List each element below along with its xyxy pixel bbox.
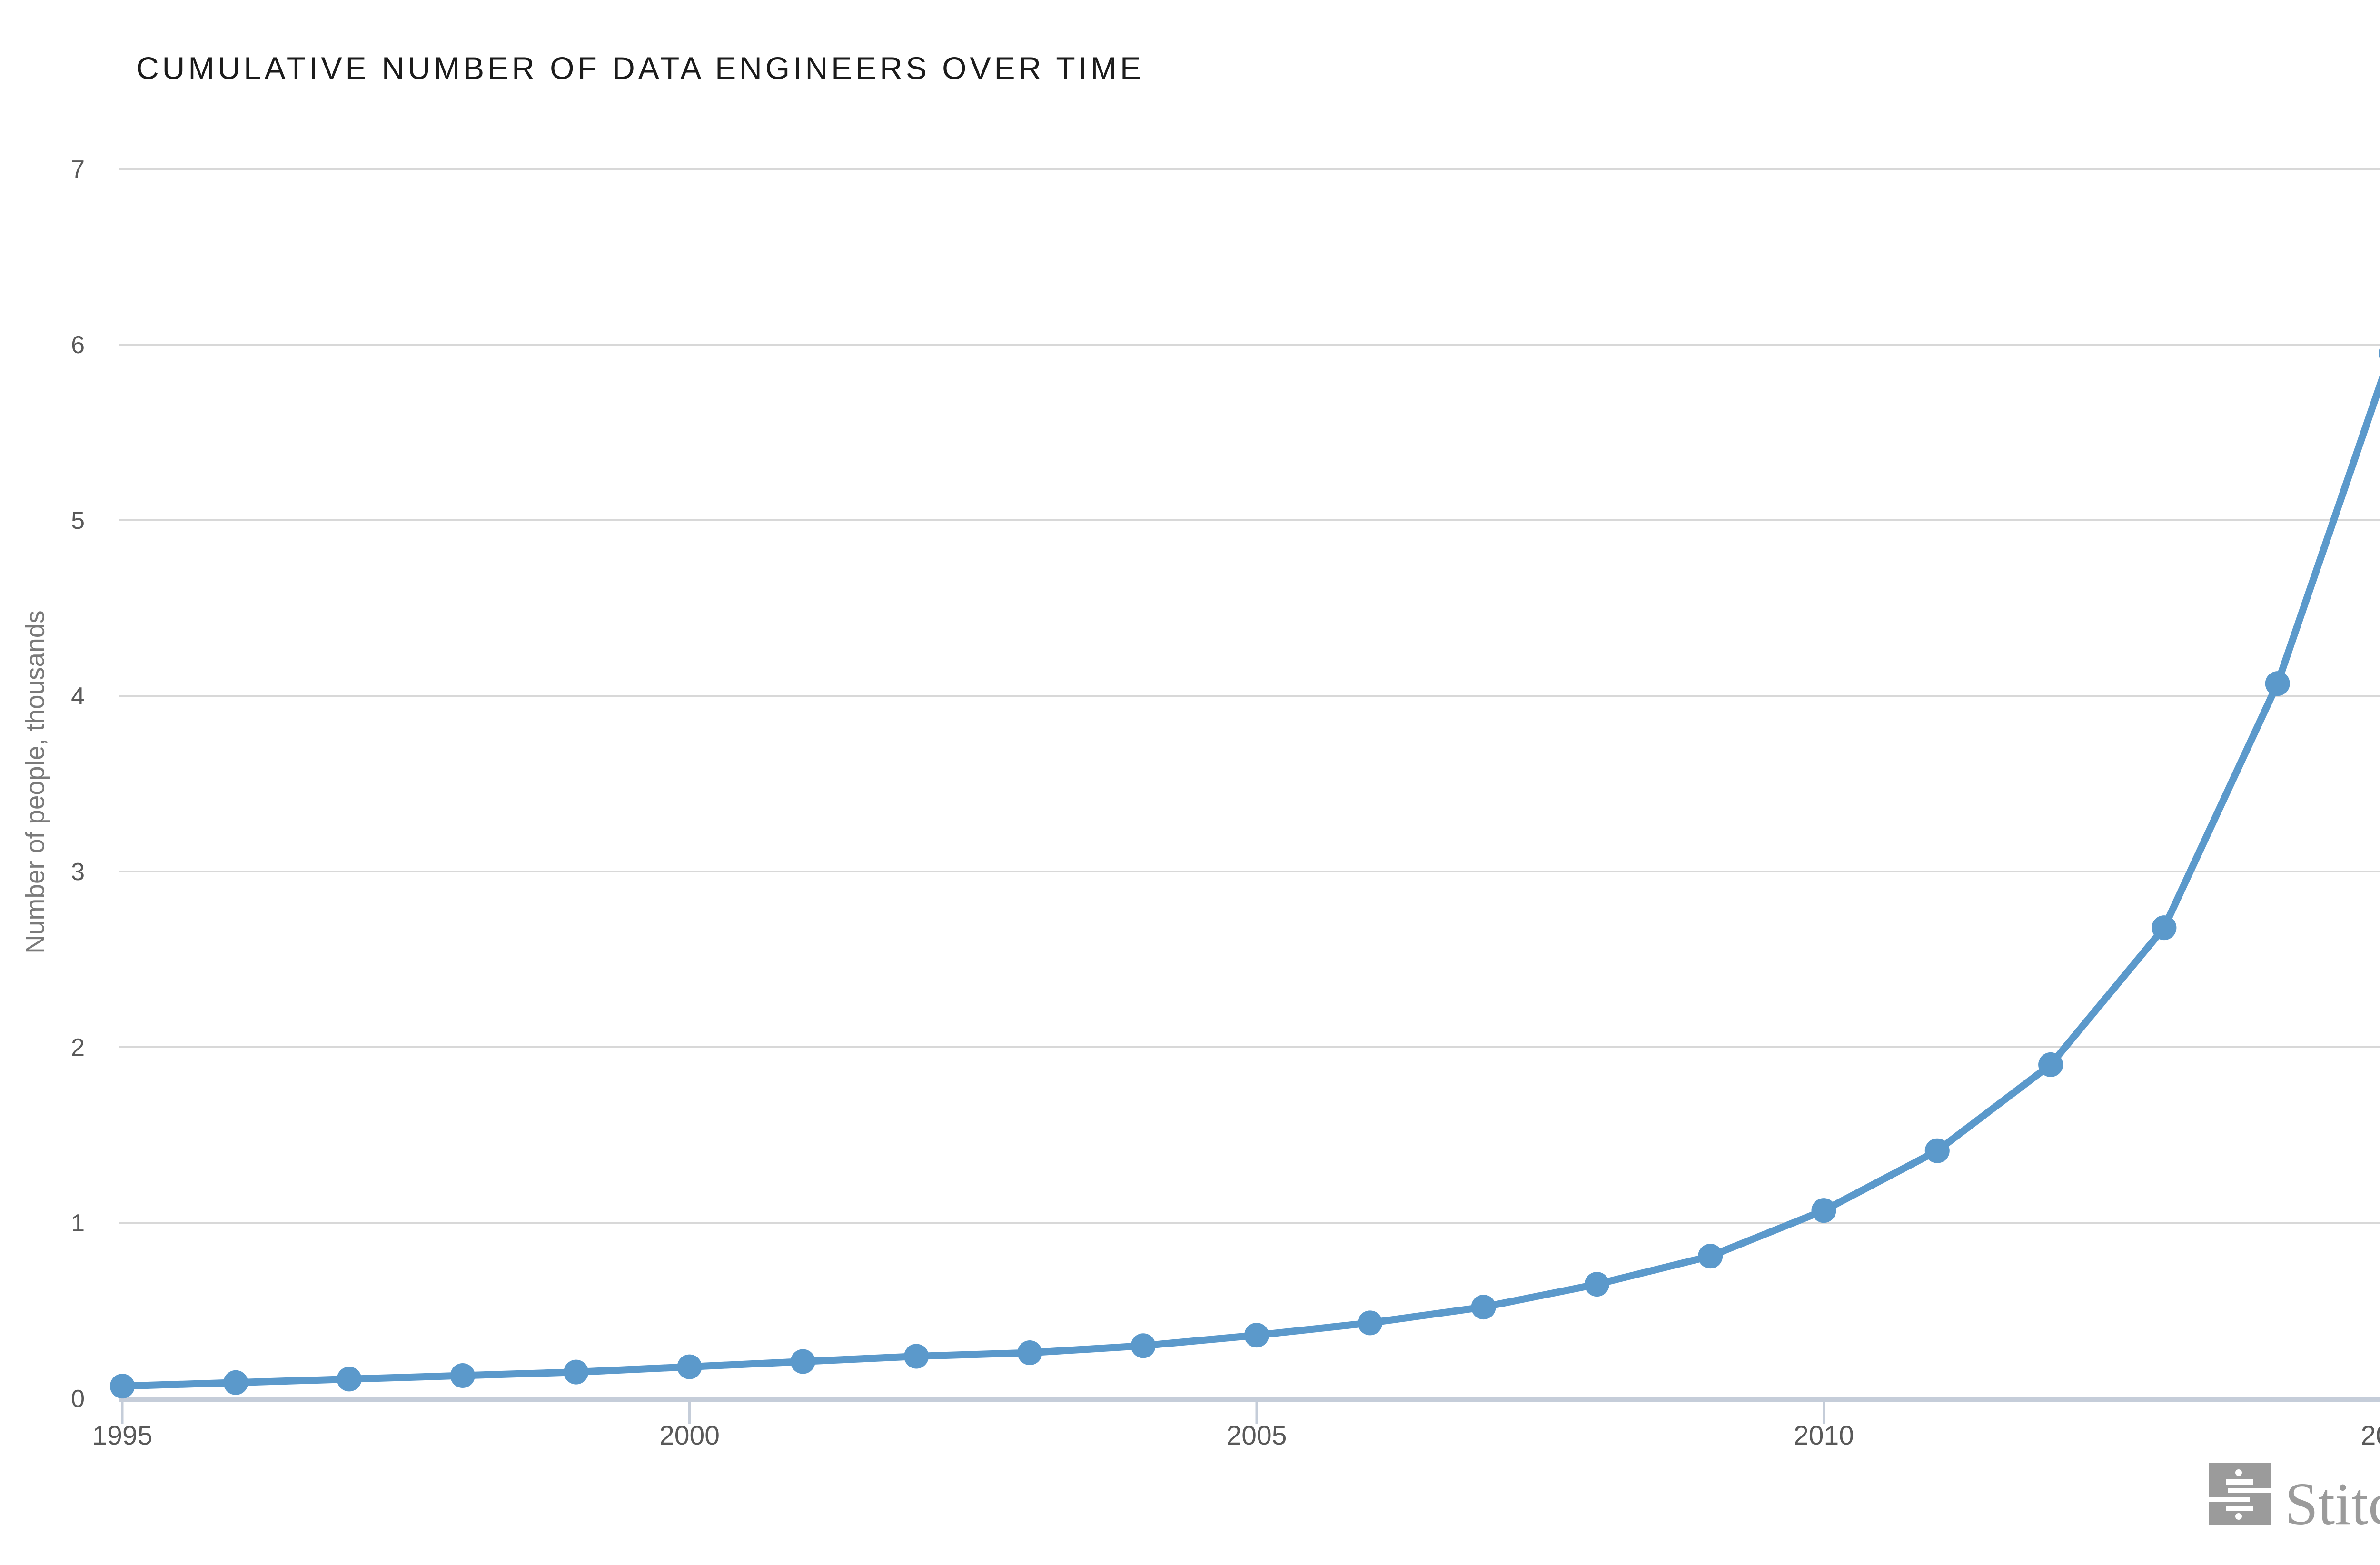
data-point: [1811, 1198, 1836, 1223]
series-line: [119, 374, 2380, 1390]
chart-title: CUMULATIVE NUMBER OF DATA ENGINEERS OVER…: [136, 50, 1145, 86]
y-tick-label: 4: [71, 683, 85, 710]
y-tick-label: 2: [71, 1034, 85, 1061]
data-point: [1130, 1333, 1156, 1358]
data-point: [1471, 1295, 1496, 1320]
y-tick-label: 5: [71, 507, 85, 535]
data-point: [904, 1344, 929, 1369]
data-point: [1358, 1310, 1383, 1336]
data-point: [677, 1354, 702, 1379]
data-point: [337, 1367, 362, 1392]
data-point: [450, 1363, 475, 1388]
x-tick-label: 1995: [92, 1420, 153, 1451]
x-tick-label: 2005: [1227, 1420, 1287, 1451]
data-point: [1924, 1138, 1950, 1163]
data-point: [1584, 1272, 1609, 1297]
data-point: [2038, 1052, 2063, 1077]
y-tick-label: 1: [71, 1209, 85, 1237]
y-tick-label: 6: [71, 331, 85, 359]
data-point: [223, 1370, 248, 1395]
x-tick-label: 2010: [1794, 1420, 1854, 1451]
x-tick-label: 2000: [659, 1420, 720, 1451]
data-point: [1698, 1244, 1723, 1269]
data-point: [564, 1359, 589, 1385]
data-point: [110, 1374, 135, 1399]
data-point: [2152, 915, 2177, 941]
data-point: [2379, 347, 2380, 359]
y-tick-label: 3: [71, 858, 85, 886]
x-tick-label: 2015: [2361, 1420, 2380, 1451]
data-point: [2265, 671, 2290, 696]
y-tick-label: 7: [71, 156, 85, 183]
data-point: [1017, 1340, 1042, 1366]
y-tick-label: 0: [71, 1385, 85, 1413]
stitch-logo-text: Stitch: [2285, 1471, 2380, 1537]
stitch-logo-icon: [2209, 1463, 2271, 1525]
data-point: [1244, 1323, 1269, 1348]
data-point: [790, 1349, 815, 1374]
